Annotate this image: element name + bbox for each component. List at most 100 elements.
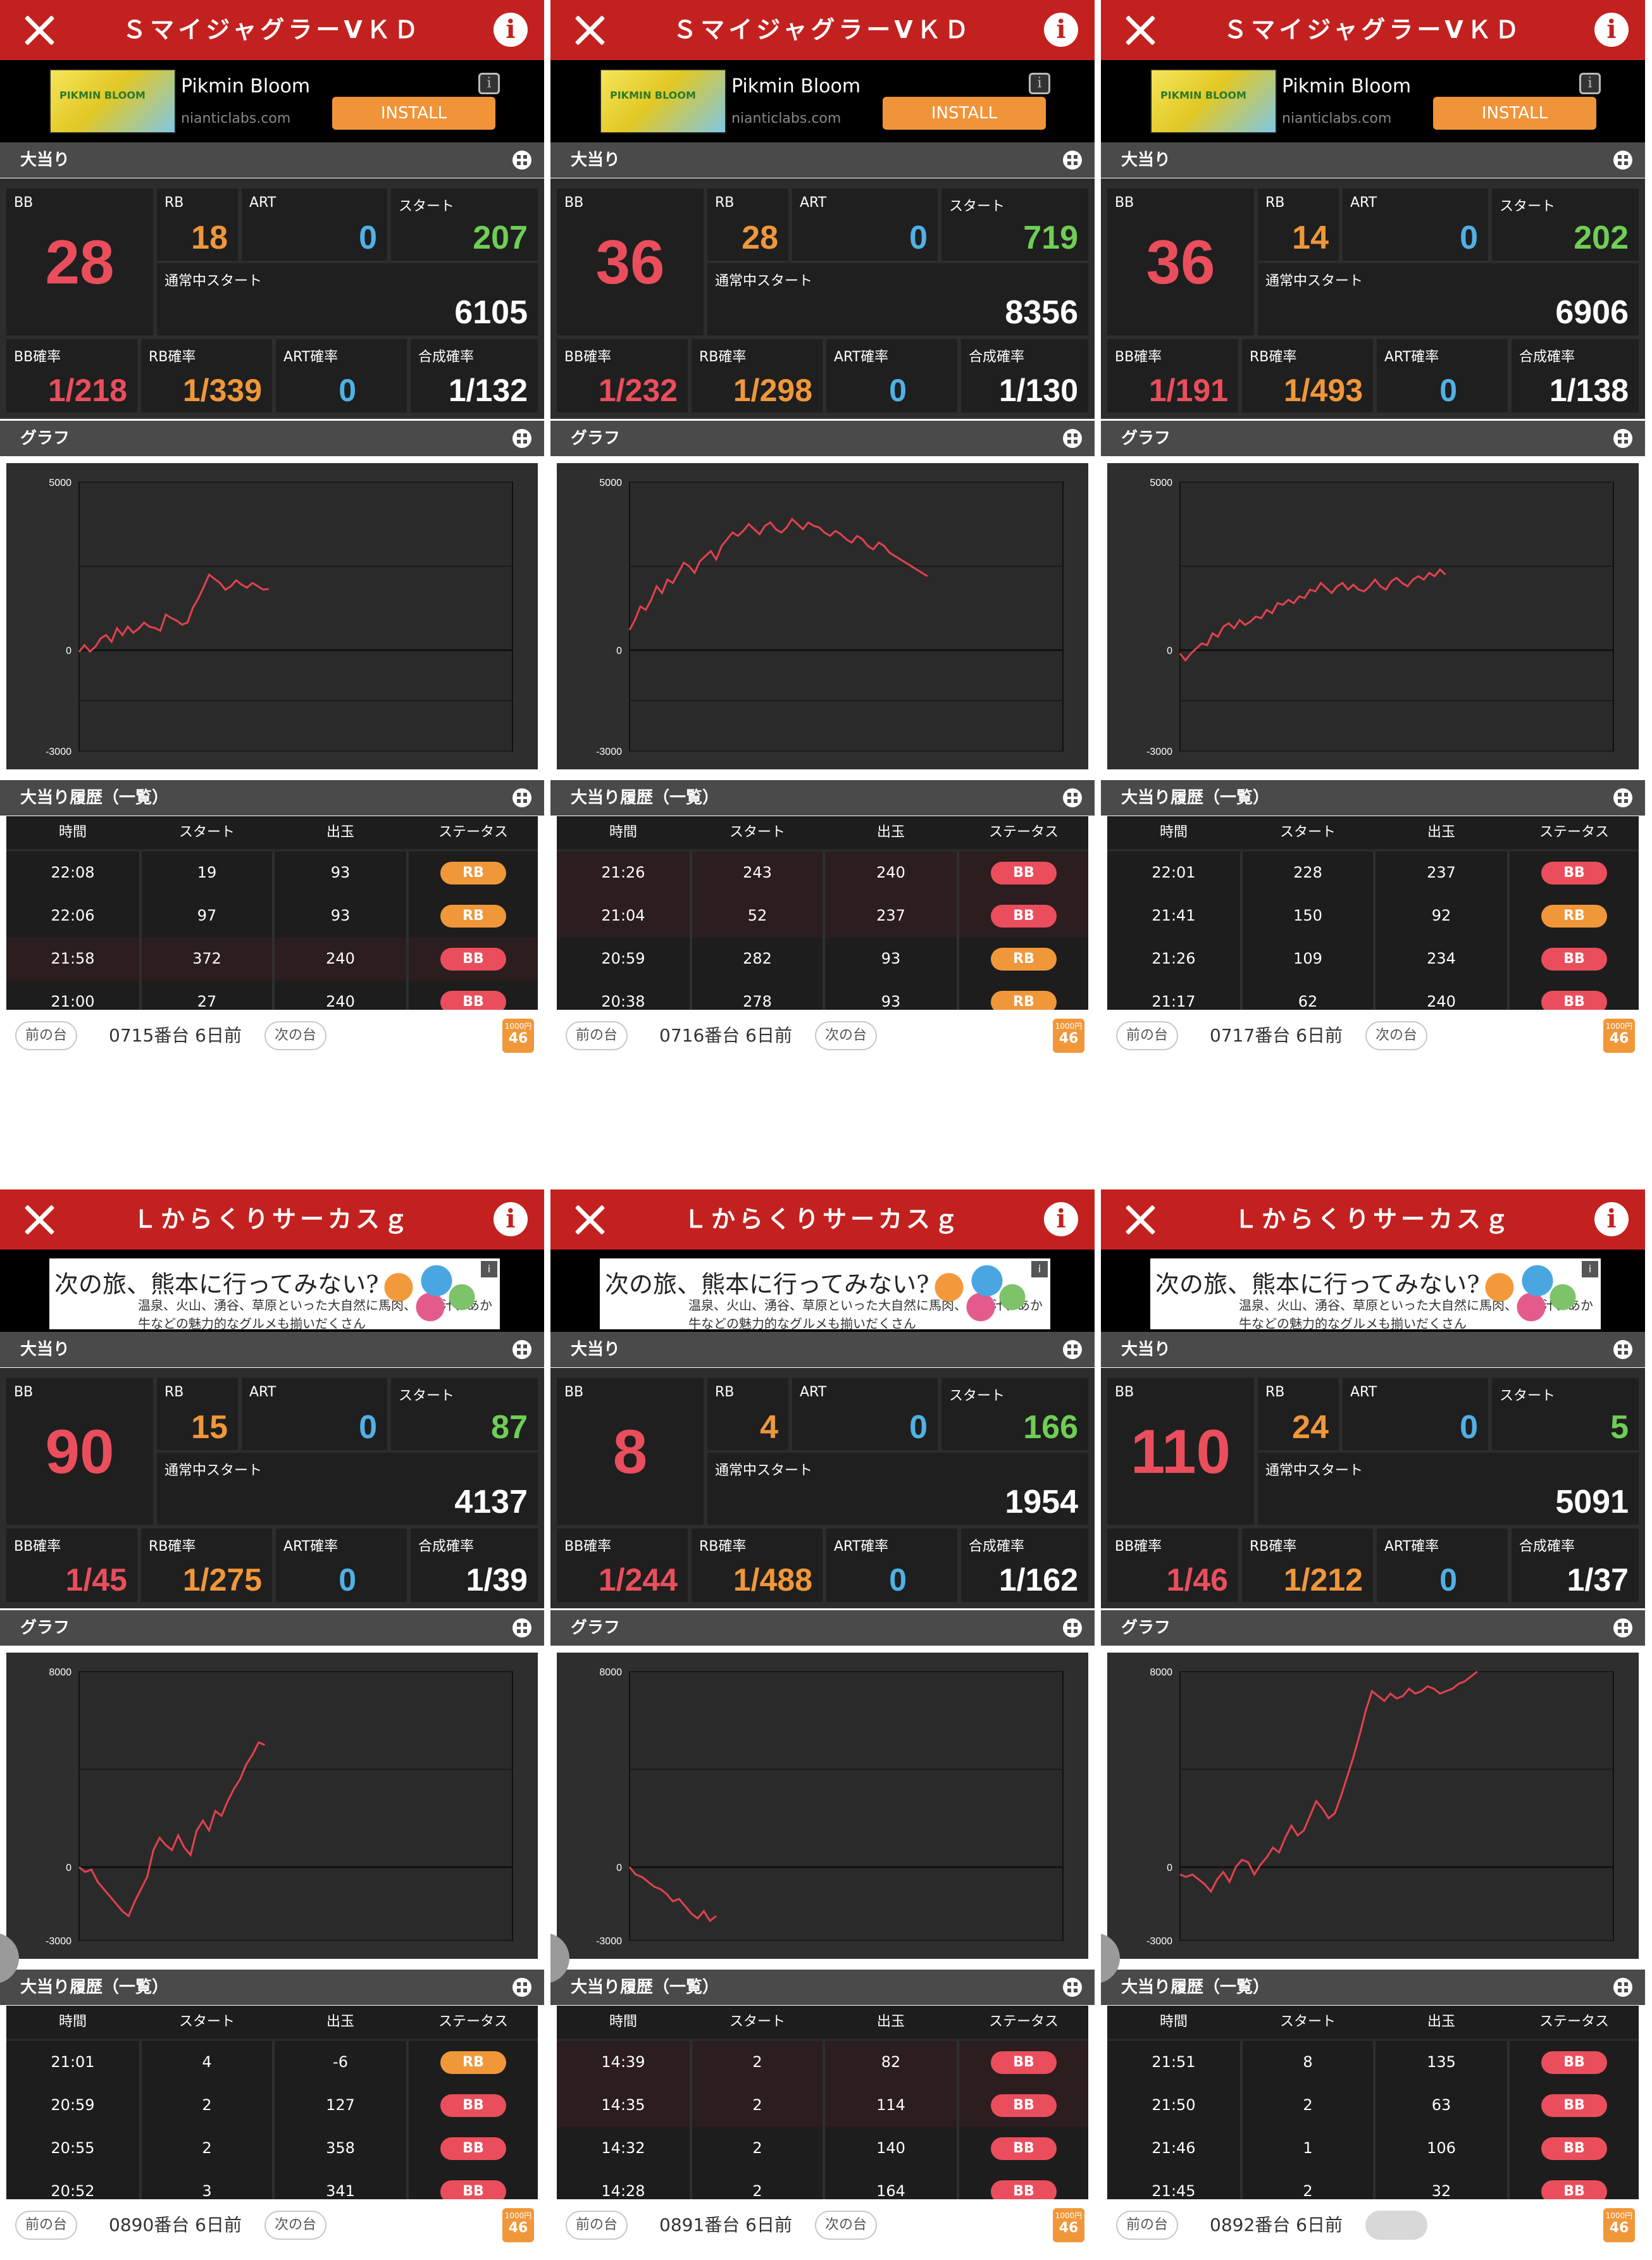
- grid-icon[interactable]: [512, 788, 531, 807]
- tourism-ad[interactable]: 次の旅、熊本に行ってみない? 温泉、火山、湧谷、草原といった大自然に馬肉、たご汁、…: [1150, 1258, 1601, 1329]
- line-chart: 8000 0 -3000: [46, 1667, 513, 1947]
- grid-icon[interactable]: [1063, 151, 1082, 170]
- grid-icon[interactable]: [512, 429, 531, 448]
- table-row[interactable]: 22:06 97 93 RB: [6, 895, 538, 938]
- next-machine-button[interactable]: 次の台: [1365, 1021, 1428, 1050]
- table-row[interactable]: 14:39 2 82 BB: [557, 2041, 1088, 2084]
- install-button[interactable]: INSTALL: [1433, 97, 1596, 130]
- ad-banner[interactable]: 次の旅、熊本に行ってみない? 温泉、火山、湧谷、草原といった大自然に馬肉、たご汁、…: [0, 1250, 544, 1332]
- table-cell: 135: [1427, 2053, 1456, 2071]
- install-button[interactable]: INSTALL: [332, 97, 495, 130]
- stat-label: スタート: [399, 199, 455, 214]
- grid-icon[interactable]: [1063, 788, 1082, 807]
- grid-icon[interactable]: [512, 1618, 531, 1637]
- table-row[interactable]: 21:51 8 135 BB: [1107, 2041, 1639, 2084]
- stat-value: 5: [1610, 1409, 1629, 1446]
- ad-info-icon[interactable]: i: [481, 1261, 497, 1277]
- table-row[interactable]: 21:41 150 92 RB: [1107, 895, 1639, 938]
- grid-icon[interactable]: [1613, 151, 1632, 170]
- tourism-ad[interactable]: 次の旅、熊本に行ってみない? 温泉、火山、湧谷、草原といった大自然に馬肉、たご汁、…: [49, 1258, 500, 1329]
- section-header-graph: グラフ: [1101, 1610, 1645, 1646]
- next-machine-button[interactable]: 次の台: [264, 1021, 327, 1050]
- table-row[interactable]: 21:00 27 240 BB: [6, 981, 538, 1010]
- table-row[interactable]: 20:52 3 341 BB: [6, 2170, 538, 2199]
- prev-machine-button[interactable]: 前の台: [566, 1021, 628, 1050]
- next-machine-button[interactable]: 次の台: [815, 2211, 878, 2240]
- grid-icon[interactable]: [1063, 429, 1082, 448]
- table-row[interactable]: 21:26 243 240 BB: [557, 852, 1088, 895]
- info-icon[interactable]: i: [1594, 13, 1629, 47]
- ad-banner[interactable]: PIKMIN BLOOM Pikmin Bloom nianticlabs.com I…: [0, 60, 544, 142]
- ad-info-icon[interactable]: i: [478, 73, 500, 94]
- info-icon[interactable]: i: [494, 13, 528, 47]
- table-row[interactable]: 14:35 2 114 BB: [557, 2084, 1088, 2127]
- table-row[interactable]: 20:55 2 358 BB: [6, 2127, 538, 2170]
- install-button[interactable]: INSTALL: [883, 97, 1046, 130]
- table-row[interactable]: 14:28 2 164 BB: [557, 2170, 1088, 2199]
- section-header-history: 大当り履歴（一覧）: [0, 780, 544, 816]
- ad-banner[interactable]: 次の旅、熊本に行ってみない? 温泉、火山、湧谷、草原といった大自然に馬肉、たご汁、…: [550, 1250, 1095, 1332]
- close-icon[interactable]: [20, 11, 58, 49]
- app-ad[interactable]: PIKMIN BLOOM Pikmin Bloom nianticlabs.com I…: [49, 69, 500, 133]
- close-icon[interactable]: [1121, 11, 1159, 49]
- grid-icon[interactable]: [1613, 1618, 1632, 1637]
- table-row[interactable]: 20:59 2 127 BB: [6, 2084, 538, 2127]
- table-row[interactable]: 21:26 109 234 BB: [1107, 938, 1639, 981]
- table-row[interactable]: 21:46 1 106 BB: [1107, 2127, 1639, 2170]
- grid-icon[interactable]: [512, 1978, 531, 1997]
- info-icon[interactable]: i: [494, 1202, 528, 1236]
- close-icon[interactable]: [20, 1201, 58, 1239]
- table-row[interactable]: 21:04 52 237 BB: [557, 895, 1088, 938]
- y-tick-label: -3000: [46, 747, 71, 757]
- tourism-ad[interactable]: 次の旅、熊本に行ってみない? 温泉、火山、湧谷、草原といった大自然に馬肉、たご汁、…: [600, 1258, 1050, 1329]
- table-row[interactable]: 21:45 2 32 BB: [1107, 2170, 1639, 2199]
- app-thumbnail[interactable]: PIKMIN BLOOM: [600, 69, 726, 133]
- prev-machine-button[interactable]: 前の台: [15, 2211, 78, 2240]
- close-icon[interactable]: [1121, 1201, 1159, 1239]
- grid-icon[interactable]: [1613, 429, 1632, 448]
- status-badge: BB: [991, 2137, 1057, 2160]
- prev-machine-button[interactable]: 前の台: [15, 1021, 78, 1050]
- grid-icon[interactable]: [1063, 1618, 1082, 1637]
- next-machine-button[interactable]: 次の台: [815, 1021, 878, 1050]
- close-icon[interactable]: [571, 11, 609, 49]
- table-row[interactable]: 21:58 372 240 BB: [6, 938, 538, 981]
- table-row[interactable]: 21:01 4 -6 RB: [6, 2041, 538, 2084]
- prev-machine-button[interactable]: 前の台: [566, 2211, 628, 2240]
- grid-icon[interactable]: [1613, 1978, 1632, 1997]
- table-row[interactable]: 20:38 278 93 RB: [557, 981, 1088, 1010]
- grid-icon[interactable]: [512, 1340, 531, 1359]
- app-thumbnail[interactable]: PIKMIN BLOOM: [49, 69, 176, 133]
- table-row[interactable]: 22:08 19 93 RB: [6, 852, 538, 895]
- info-icon[interactable]: i: [1594, 1202, 1629, 1236]
- grid-icon[interactable]: [1063, 1340, 1082, 1359]
- table-row[interactable]: 21:17 62 240 BB: [1107, 981, 1639, 1010]
- table-row[interactable]: 22:01 228 237 BB: [1107, 852, 1639, 895]
- ad-banner[interactable]: PIKMIN BLOOM Pikmin Bloom nianticlabs.com I…: [550, 60, 1095, 142]
- badge-number: 46: [1609, 2220, 1629, 2236]
- next-machine-button[interactable]: 次の台: [1365, 2211, 1428, 2240]
- ad-info-icon[interactable]: i: [1582, 1261, 1598, 1277]
- prev-machine-button[interactable]: 前の台: [1116, 1021, 1179, 1050]
- info-icon[interactable]: i: [1044, 1202, 1078, 1236]
- grid-icon[interactable]: [1613, 1340, 1632, 1359]
- table-row[interactable]: 21:50 2 63 BB: [1107, 2084, 1639, 2127]
- app-ad[interactable]: PIKMIN BLOOM Pikmin Bloom nianticlabs.com I…: [600, 69, 1050, 133]
- ad-info-icon[interactable]: i: [1579, 73, 1601, 94]
- close-icon[interactable]: [571, 1201, 609, 1239]
- ad-info-icon[interactable]: i: [1031, 1261, 1048, 1277]
- grid-icon[interactable]: [1063, 1978, 1082, 1997]
- app-thumbnail[interactable]: PIKMIN BLOOM: [1150, 69, 1277, 133]
- grid-icon[interactable]: [1613, 788, 1632, 807]
- ad-banner[interactable]: PIKMIN BLOOM Pikmin Bloom nianticlabs.com I…: [1101, 60, 1645, 142]
- table-row[interactable]: 14:32 2 140 BB: [557, 2127, 1088, 2170]
- grid-icon[interactable]: [512, 151, 531, 170]
- ad-banner[interactable]: 次の旅、熊本に行ってみない? 温泉、火山、湧谷、草原といった大自然に馬肉、たご汁、…: [1101, 1250, 1645, 1332]
- prev-machine-button[interactable]: 前の台: [1116, 2211, 1179, 2240]
- table-row[interactable]: 20:59 282 93 RB: [557, 938, 1088, 981]
- table-header: 時間 スタート 出玉 ステータス: [1107, 2006, 1639, 2039]
- next-machine-button[interactable]: 次の台: [264, 2211, 327, 2240]
- ad-info-icon[interactable]: i: [1029, 73, 1050, 94]
- info-icon[interactable]: i: [1044, 13, 1078, 47]
- app-ad[interactable]: PIKMIN BLOOM Pikmin Bloom nianticlabs.com I…: [1150, 69, 1601, 133]
